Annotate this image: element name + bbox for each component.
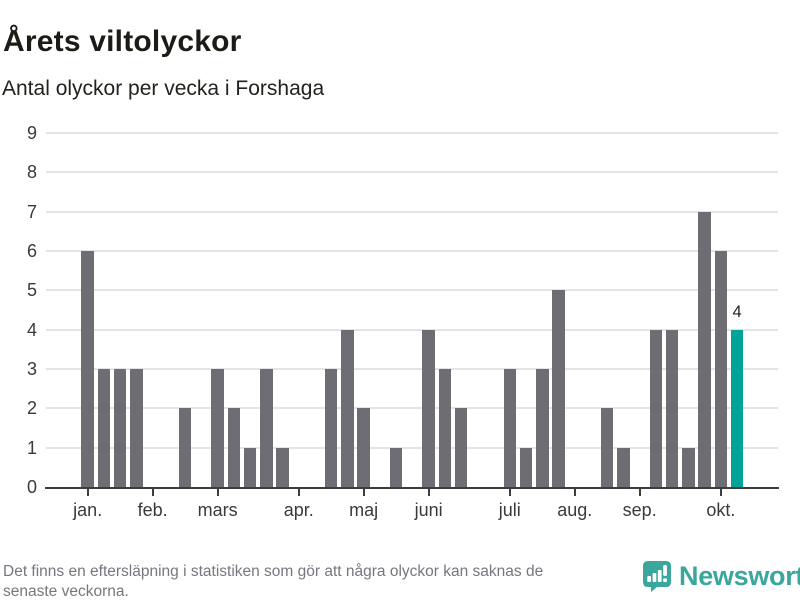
x-axis-label: okt. xyxy=(706,500,736,520)
newsworthy-logo-icon xyxy=(643,561,671,592)
bar xyxy=(438,369,452,487)
footnote-line1: Det finns en eftersläpning i statistiken… xyxy=(3,563,544,580)
x-axis-line xyxy=(45,487,779,489)
bar xyxy=(276,447,289,487)
bar xyxy=(422,329,435,487)
y-axis-label: 6 xyxy=(26,241,37,261)
bar xyxy=(81,251,94,487)
newsworthy-logo-text: Newsworthy xyxy=(679,561,800,591)
bar xyxy=(698,211,711,487)
newsworthy-logo: Newsworthy xyxy=(643,561,800,592)
x-axis-tick xyxy=(86,489,89,496)
bar xyxy=(227,408,241,487)
bar xyxy=(649,329,663,487)
gridline xyxy=(46,289,778,292)
gridline xyxy=(46,250,778,252)
bar xyxy=(243,447,257,487)
x-axis-tick xyxy=(573,489,576,496)
y-axis-label: 4 xyxy=(26,319,37,340)
bar xyxy=(97,369,111,487)
x-axis-label: juni xyxy=(414,500,443,520)
bar xyxy=(665,329,679,487)
bar xyxy=(617,447,630,487)
x-axis-label: jan. xyxy=(73,500,103,520)
footnote-line2: senaste veckorna. xyxy=(3,583,129,600)
y-axis-label: 2 xyxy=(26,398,37,419)
x-axis-label: mars xyxy=(197,500,238,520)
x-axis-tick xyxy=(719,489,722,496)
x-axis-label: aug. xyxy=(557,500,593,520)
gridline xyxy=(46,407,778,410)
x-axis-label: maj xyxy=(349,500,379,520)
bar xyxy=(536,369,549,487)
y-axis-label: 9 xyxy=(26,123,37,143)
gridline xyxy=(46,328,778,331)
x-axis-tick xyxy=(297,489,300,496)
bar xyxy=(503,369,517,487)
y-axis-label: 8 xyxy=(26,162,37,183)
x-axis-tick xyxy=(638,489,641,496)
bar xyxy=(341,329,354,487)
bar xyxy=(600,408,614,487)
gridline xyxy=(46,446,778,449)
bar-highlighted xyxy=(730,329,744,487)
bar xyxy=(324,369,338,487)
bar xyxy=(178,408,192,487)
chart-subtitle: Antal olyckor per vecka i Forshaga xyxy=(2,77,325,100)
gridline xyxy=(46,368,778,370)
x-axis-tick xyxy=(151,489,154,496)
chart-title: Årets viltolyckor xyxy=(3,25,242,59)
y-axis-label: 3 xyxy=(26,359,37,379)
bar xyxy=(113,369,127,487)
y-axis-label: 5 xyxy=(26,280,37,301)
gridline xyxy=(46,171,778,174)
bar xyxy=(211,369,224,487)
x-axis-label: feb. xyxy=(137,500,168,520)
bar xyxy=(682,447,695,487)
footnote: Det finns en eftersläpning i statistiken… xyxy=(3,562,543,602)
x-axis-tick xyxy=(362,489,365,496)
bar xyxy=(714,251,728,487)
bar xyxy=(454,408,468,487)
bar xyxy=(389,447,403,487)
x-axis-label: juli xyxy=(498,500,521,520)
y-axis-label: 0 xyxy=(26,477,37,497)
y-axis-label: 7 xyxy=(26,201,37,222)
bar xyxy=(260,369,273,487)
bar xyxy=(552,290,565,487)
bar xyxy=(519,447,533,487)
x-axis-tick xyxy=(216,489,219,496)
x-axis-tick xyxy=(427,489,430,496)
x-axis-label: sep. xyxy=(622,500,657,520)
bar xyxy=(130,369,143,487)
bar xyxy=(357,408,370,487)
x-axis-tick xyxy=(508,489,511,496)
x-axis-label: apr. xyxy=(283,500,314,520)
last-bar-value-label: 4 xyxy=(732,302,742,321)
y-axis-label: 1 xyxy=(26,437,37,458)
gridline xyxy=(46,132,778,134)
plot-area: 0 1 2 3 4 5 6 7 8 9 jan. feb. mars apr. maj juni juli aug… xyxy=(27,123,779,520)
gridline xyxy=(46,210,778,213)
